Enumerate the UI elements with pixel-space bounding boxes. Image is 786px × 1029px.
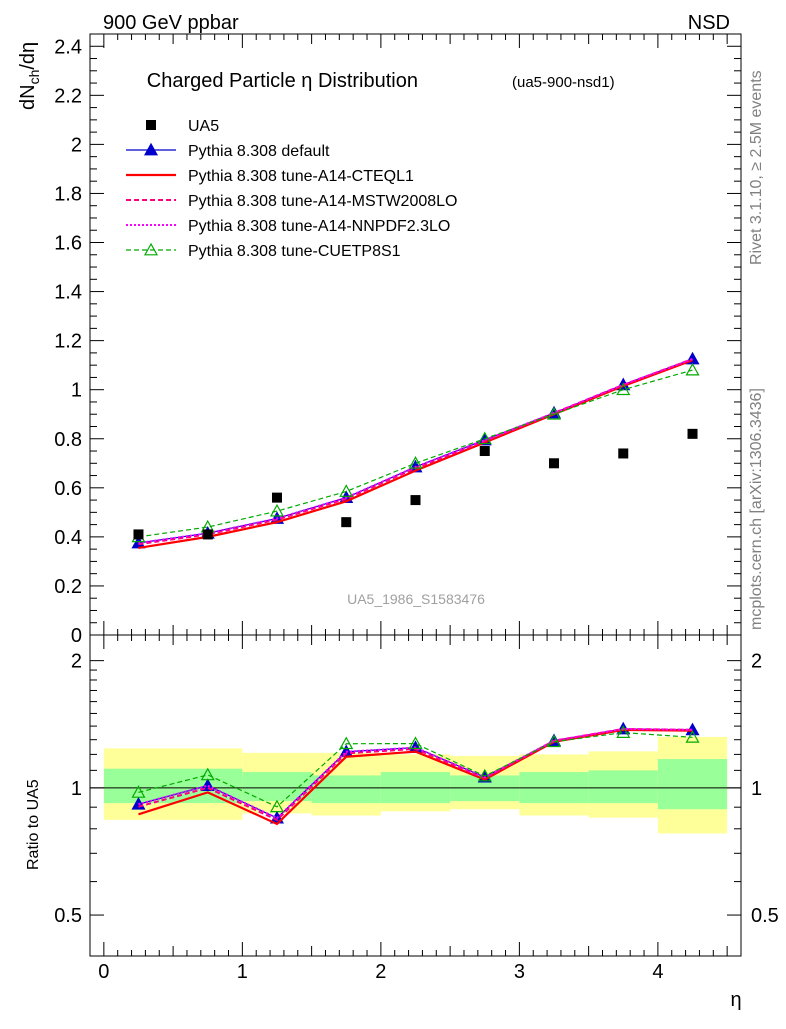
legend-label-data: UA5 bbox=[188, 118, 219, 135]
ratio-y-tick-label: 1 bbox=[71, 778, 82, 800]
x-tick-label: 0 bbox=[98, 961, 109, 983]
series-5-ratio-point bbox=[477, 768, 492, 782]
y-tick-label: 0.4 bbox=[54, 527, 82, 549]
series-5-line bbox=[138, 369, 693, 538]
ratio-band-inner bbox=[242, 772, 312, 802]
series-5-ratio-point bbox=[131, 785, 146, 798]
data-point bbox=[341, 517, 352, 528]
series-5-point bbox=[269, 503, 285, 517]
watermark: UA5_1986_S1583476 bbox=[347, 591, 485, 607]
series-5-point bbox=[685, 362, 700, 376]
header-right: NSD bbox=[688, 12, 730, 34]
y-tick-label: 0.2 bbox=[54, 576, 82, 598]
header-left: 900 GeV ppbar bbox=[103, 12, 239, 34]
series-5-ratio-point bbox=[339, 736, 354, 750]
series-5-ratio-point bbox=[616, 725, 631, 738]
x-tick-label: 2 bbox=[375, 961, 386, 983]
svg-text:dNch/dη: dNch/dη bbox=[17, 42, 42, 110]
ratio-y-tick-label: 2 bbox=[71, 651, 82, 673]
data-point bbox=[618, 448, 629, 459]
ratio-band-inner bbox=[657, 759, 728, 810]
ratio-y-tick-label-right: 2 bbox=[751, 651, 762, 673]
y-tick-label: 2 bbox=[71, 134, 82, 156]
series-5-point bbox=[339, 484, 354, 497]
y-tick-label: 1 bbox=[71, 380, 82, 402]
mcplots-label: mcplots.cern.ch [arXiv:1306.3436] bbox=[748, 388, 765, 630]
series-5-point bbox=[408, 456, 423, 469]
x-tick-label: 1 bbox=[237, 961, 248, 983]
y-tick-label: 0.6 bbox=[54, 478, 82, 500]
y-tick-label: 2.4 bbox=[54, 36, 82, 58]
legend-marker-1 bbox=[143, 142, 159, 156]
ratio-frame bbox=[89, 634, 742, 957]
legend-marker-data bbox=[146, 120, 156, 130]
series-2-line bbox=[138, 359, 693, 550]
series-5-ratio-point bbox=[685, 730, 700, 743]
series-5-ratio-point bbox=[269, 799, 285, 813]
ratio-band-inner bbox=[588, 770, 658, 804]
y-tick-label: 1.8 bbox=[54, 183, 82, 205]
series-4-line bbox=[138, 358, 693, 545]
chart-title-tag: (ua5-900-nsd1) bbox=[512, 74, 615, 91]
series-5-point bbox=[477, 431, 492, 445]
legend: UA5 Pythia 8.308 default Pythia 8.308 tune… bbox=[126, 118, 457, 260]
x-tick-label: 4 bbox=[652, 961, 663, 983]
series-4-ratio-line bbox=[138, 727, 693, 820]
legend-label-2: Pythia 8.308 tune-A14-CTEQL1 bbox=[188, 168, 414, 185]
series-5-point bbox=[616, 382, 631, 396]
y-tick-label: 1.4 bbox=[54, 282, 82, 304]
data-point bbox=[271, 492, 282, 503]
series-5-ratio-point bbox=[408, 736, 423, 749]
legend-label-5: Pythia 8.308 tune-CUETP8S1 bbox=[188, 243, 401, 260]
ratio-y-tick-label-right: 0.5 bbox=[751, 905, 779, 927]
chart-title: Charged Particle η Distribution bbox=[147, 70, 418, 92]
series-5-ratio-point bbox=[546, 734, 562, 748]
legend-label-3: Pythia 8.308 tune-A14-MSTW2008LO bbox=[188, 193, 457, 210]
y-tick-label: 0.8 bbox=[54, 429, 82, 451]
data-point bbox=[687, 428, 698, 439]
x-axis-label: η bbox=[730, 989, 741, 1011]
data-point bbox=[133, 529, 144, 540]
series-5-ratio-point bbox=[200, 767, 215, 781]
series-3-line bbox=[138, 358, 693, 546]
data-point bbox=[549, 458, 560, 469]
y-axis-label: dNch/dη bbox=[17, 42, 42, 110]
ratio-y-label: Ratio to UA5 bbox=[25, 779, 42, 870]
y-tick-label: 1.2 bbox=[54, 331, 82, 353]
data-point bbox=[479, 446, 490, 457]
series-1-line bbox=[138, 358, 693, 544]
y-tick-label: 2.2 bbox=[54, 85, 82, 107]
legend-label-4: Pythia 8.308 tune-A14-NNPDF2.3LO bbox=[188, 218, 450, 235]
legend-marker-5 bbox=[143, 242, 159, 256]
y-tick-label: 1.6 bbox=[54, 233, 82, 255]
series-5-point bbox=[546, 406, 562, 420]
data-point bbox=[410, 495, 421, 506]
rivet-label: Rivet 3.1.10, ≥ 2.5M events bbox=[748, 70, 765, 265]
legend-label-1: Pythia 8.308 default bbox=[188, 143, 330, 160]
ratio-y-tick-label: 0.5 bbox=[54, 905, 82, 927]
series-5-ratio-line bbox=[138, 731, 693, 808]
data-point bbox=[202, 529, 213, 540]
x-tick-label: 3 bbox=[514, 961, 525, 983]
y-tick-label: 0 bbox=[71, 625, 82, 647]
ratio-y-tick-label-right: 1 bbox=[751, 778, 762, 800]
